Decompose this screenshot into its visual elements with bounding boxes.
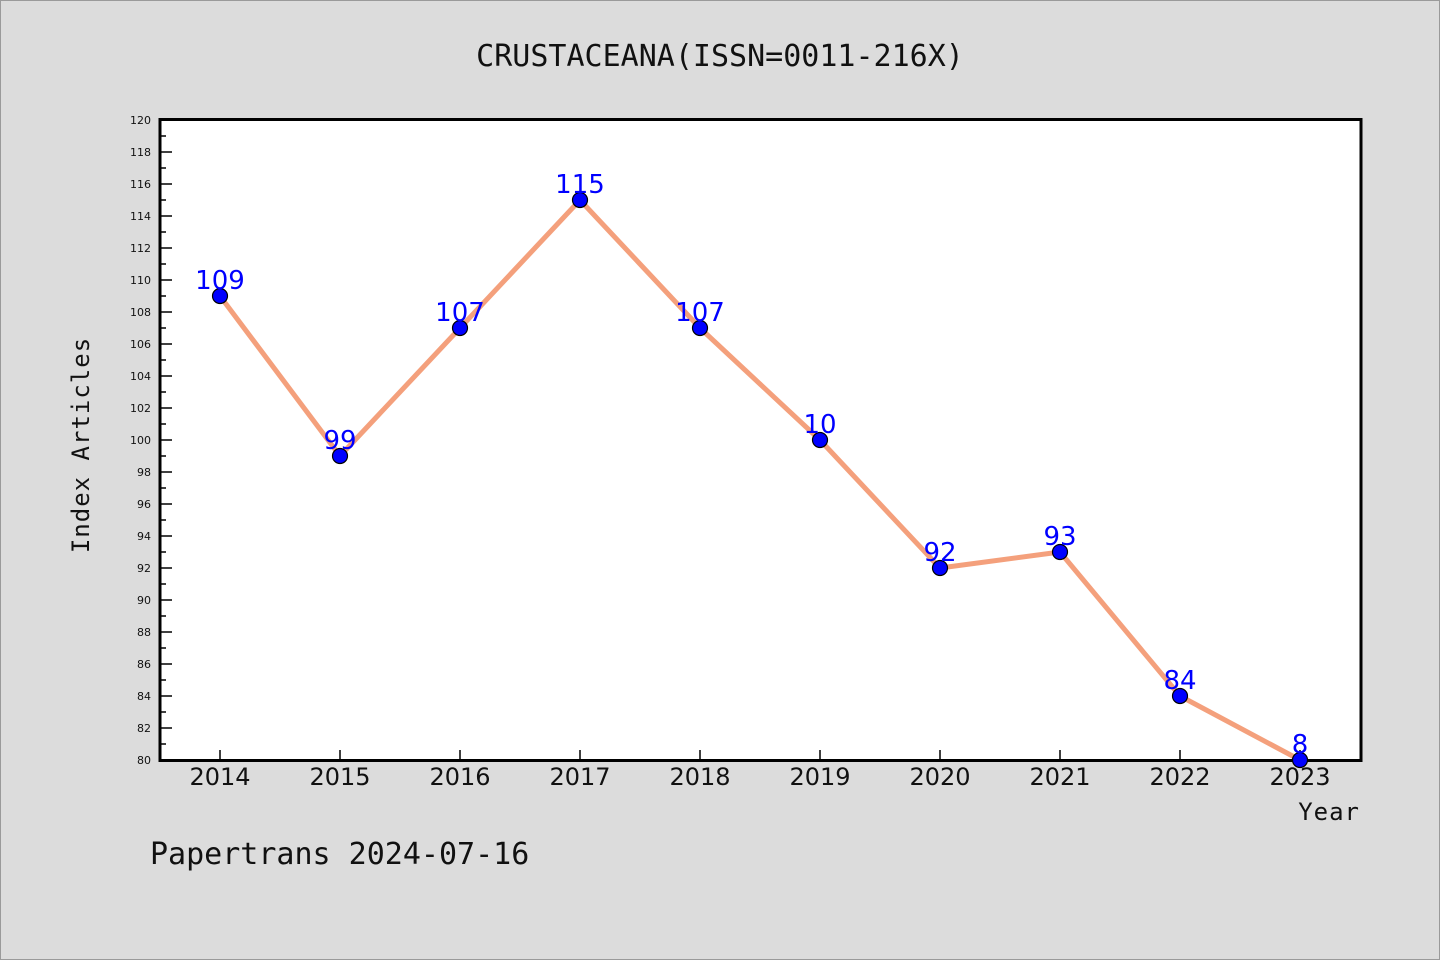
data-label: 84 — [1163, 666, 1196, 696]
y-tick-label: 96 — [137, 498, 151, 511]
data-point — [451, 319, 469, 337]
x-tick-label: 2014 — [189, 763, 250, 791]
data-label-group: 109 99 107 115 107 10 92 93 84 8 — [195, 170, 1308, 760]
data-label: 93 — [1043, 522, 1076, 552]
y-axis: 80 82 84 86 88 90 92 94 96 98 100 102 104 106 108 110 11… — [130, 114, 172, 767]
y-tick-label: 86 — [137, 658, 151, 671]
data-label: 115 — [555, 170, 605, 200]
x-tick-label: 2015 — [309, 763, 370, 791]
data-point — [931, 559, 949, 577]
y-tick-label: 106 — [130, 338, 151, 351]
chart-title: CRUSTACEANA(ISSN=0011-216X) — [476, 39, 964, 74]
series-line — [217, 197, 1303, 763]
x-tick-label: 2017 — [549, 763, 610, 791]
x-tick-label: 2020 — [909, 763, 970, 791]
y-tick-label: 116 — [130, 178, 151, 191]
data-point — [1291, 751, 1309, 769]
y-tick-label: 118 — [130, 146, 151, 159]
data-point — [211, 287, 229, 305]
series-line-group — [217, 197, 1303, 763]
data-label: 107 — [435, 298, 485, 328]
y-tick-label: 98 — [137, 466, 151, 479]
y-tick-label: 90 — [137, 594, 151, 607]
x-tick-label: 2022 — [1149, 763, 1210, 791]
y-tick-label: 110 — [130, 274, 151, 287]
data-point — [1051, 543, 1069, 561]
y-tick-label: 102 — [130, 402, 151, 415]
data-label: 107 — [675, 298, 725, 328]
plot-area — [158, 118, 1363, 762]
y-tick-label: 84 — [137, 690, 151, 703]
y-tick-label: 88 — [137, 626, 151, 639]
data-label: 109 — [195, 266, 245, 296]
data-point — [811, 431, 829, 449]
y-tick-label: 92 — [137, 562, 151, 575]
x-tick-label: 2021 — [1029, 763, 1090, 791]
y-tick-label: 104 — [130, 370, 151, 383]
data-point — [571, 191, 589, 209]
x-axis: 2014 2015 2016 2017 2018 2019 2020 2021 2022 2023 — [189, 750, 1331, 791]
data-label: 92 — [923, 538, 956, 568]
x-tick-label: 2019 — [789, 763, 850, 791]
data-label: 99 — [323, 426, 356, 456]
y-tick-label: 112 — [130, 242, 151, 255]
data-point — [331, 447, 349, 465]
x-tick-label: 2018 — [669, 763, 730, 791]
x-axis-label: Year — [1298, 798, 1360, 826]
data-label: 8 — [1292, 730, 1309, 760]
data-point — [691, 319, 709, 337]
marker-group — [211, 191, 1309, 769]
x-tick-label: 2016 — [429, 763, 490, 791]
y-tick-label: 100 — [130, 434, 151, 447]
y-tick-label: 80 — [137, 754, 151, 767]
y-tick-label: 114 — [130, 210, 151, 223]
data-point — [1171, 687, 1189, 705]
y-tick-label: 108 — [130, 306, 151, 319]
y-tick-label: 94 — [137, 530, 151, 543]
y-tick-label: 120 — [130, 114, 151, 127]
y-tick-label: 82 — [137, 722, 151, 735]
y-axis-label: Index Articles — [67, 337, 95, 553]
watermark-text: Papertrans 2024-07-16 — [150, 837, 529, 872]
data-label: 10 — [803, 410, 836, 440]
